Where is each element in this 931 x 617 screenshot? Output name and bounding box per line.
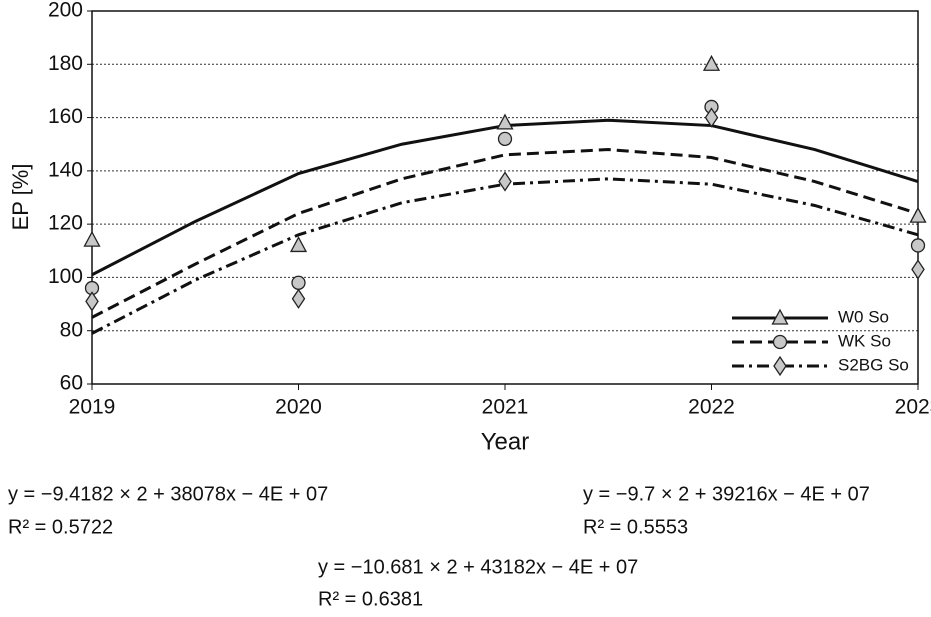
plot-frame [91, 10, 919, 385]
r-squared: R² = 0.5553 [583, 516, 688, 538]
marker [496, 113, 514, 130]
y-tick-label: 120 [48, 212, 83, 235]
y-tick-label: 100 [48, 265, 83, 288]
legend-marker [772, 334, 788, 350]
x-axis-title: Year [481, 428, 530, 455]
x-tick-label: 2022 [688, 396, 735, 419]
x-tick-label: 2020 [275, 396, 322, 419]
x-tick-label: 2021 [482, 396, 529, 419]
y-tick-label: 60 [60, 372, 83, 395]
y-tick-label: 80 [60, 318, 83, 341]
marker [704, 107, 719, 128]
marker [291, 275, 306, 290]
legend-marker [771, 308, 789, 325]
x-tick-label: 2023 [895, 396, 931, 419]
marker [85, 291, 99, 312]
marker [289, 236, 308, 253]
r-squared: R² = 0.6381 [318, 588, 423, 610]
marker [909, 206, 927, 223]
y-tick-label: 140 [48, 158, 83, 181]
x-tick-label: 2019 [69, 396, 116, 419]
legend-label: S2BG So [838, 355, 909, 374]
marker [497, 131, 513, 147]
r-squared: R² = 0.5722 [8, 516, 113, 538]
trend-line [91, 148, 919, 319]
legend: W0 So WK So S2BG So [732, 307, 909, 377]
trend-line [91, 177, 919, 335]
equation: y = −10.681 × 2 + 43182x − 4E + 07 [318, 556, 638, 578]
y-axis-title: EP [%] [8, 164, 33, 231]
equation: y = −9.7 × 2 + 39216x − 4E + 07 [583, 483, 870, 505]
marker [291, 288, 306, 309]
y-tick-label: 200 [48, 0, 83, 22]
equation: y = −9.4182 × 2 + 38078x − 4E + 07 [8, 483, 328, 505]
legend-marker [773, 355, 787, 377]
marker [702, 54, 721, 71]
legend-label: W0 So [838, 307, 889, 326]
y-tick-label: 180 [48, 52, 83, 75]
marker [911, 259, 925, 280]
marker [498, 171, 512, 192]
marker [83, 230, 101, 247]
y-tick-label: 160 [48, 105, 83, 128]
legend-label: WK So [838, 331, 891, 350]
marker [910, 238, 926, 253]
